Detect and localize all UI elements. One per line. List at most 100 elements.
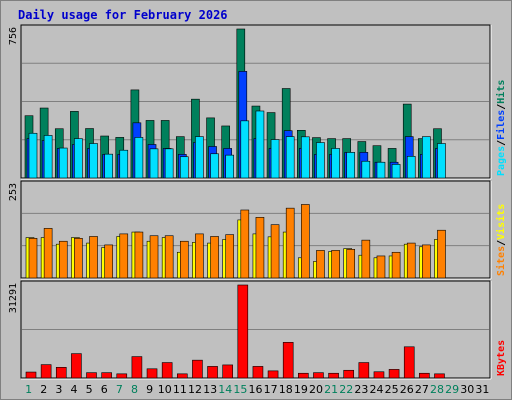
kbytes-bar-day-25 (388, 369, 400, 379)
legend-visits: Visits (495, 204, 507, 240)
x-tick-label-day-11: 11 (173, 383, 187, 396)
kbytes-bar-day-27 (419, 372, 430, 379)
sites-bar-day-22 (346, 249, 356, 279)
x-tick-label-day-5: 5 (86, 383, 93, 396)
x-tick-label-day-14: 14 (218, 383, 232, 396)
pages-bar-day-17 (270, 139, 280, 179)
kbytes-bar-day-1 (25, 371, 37, 379)
pages-bar-day-2 (43, 135, 53, 179)
pages-bar-day-3 (58, 147, 68, 179)
kbytes-bar-day-24 (373, 371, 385, 379)
pages-bar-day-8 (134, 137, 144, 179)
kbytes-bar-day-8 (131, 356, 143, 379)
sites-bar-day-20 (316, 250, 325, 279)
kbytes-bar-day-10 (161, 362, 173, 379)
legend-sites: Sites (495, 246, 507, 276)
pages-bar-day-15 (240, 120, 250, 179)
kbytes-bar-day-9 (146, 368, 158, 379)
sites-bar-day-23 (361, 239, 371, 279)
pages-bar-day-12 (195, 136, 204, 179)
kbytes-bar-day-5 (86, 372, 97, 379)
pages-bar-day-18 (285, 136, 295, 179)
y-max-label-visits: 253 (8, 183, 19, 201)
x-tick-label-day-24: 24 (370, 383, 384, 396)
pages-bar-day-10 (164, 148, 174, 179)
x-tick-label-day-6: 6 (101, 383, 108, 396)
x-tick-label-day-13: 13 (203, 383, 217, 396)
kbytes-bar-day-15 (237, 284, 249, 379)
kbytes-bar-day-23 (358, 362, 370, 379)
legend-sites-visits: Sites/Visits (495, 204, 507, 276)
sites-bar-day-1 (28, 238, 38, 279)
kbytes-bar-day-28 (434, 373, 445, 379)
pages-bar-day-6 (104, 153, 113, 179)
kbytes-bar-day-12 (192, 359, 203, 379)
x-tick-label-day-31: 31 (475, 383, 489, 396)
sites-bar-day-16 (255, 217, 265, 279)
x-tick-label-day-19: 19 (294, 383, 308, 396)
sites-bar-day-14 (225, 234, 234, 279)
pages-bar-day-26 (406, 156, 416, 179)
x-tick-label-day-28: 28 (430, 383, 444, 396)
sites-bar-day-13 (210, 236, 219, 279)
kbytes-bar-day-18 (282, 342, 294, 379)
pages-bar-day-9 (149, 148, 159, 179)
x-tick-label-day-7: 7 (116, 383, 123, 396)
legend-separator: / (496, 240, 507, 246)
kbytes-bar-day-19 (298, 372, 309, 379)
pages-bar-day-25 (391, 164, 401, 179)
sites-bar-day-9 (149, 235, 159, 279)
x-tick-label-day-18: 18 (279, 383, 293, 396)
x-tick-label-day-30: 30 (460, 383, 474, 396)
pages-bar-day-11 (179, 156, 189, 179)
x-tick-label-day-22: 22 (339, 383, 353, 396)
x-tick-label-day-10: 10 (158, 383, 172, 396)
legend-kbytes: KBytes (496, 340, 507, 376)
sites-bar-day-26 (406, 242, 416, 279)
sites-bar-day-11 (179, 240, 189, 279)
kbytes-bar-day-14 (222, 364, 233, 379)
legend-separator: / (496, 104, 507, 110)
x-tick-label-day-23: 23 (354, 383, 368, 396)
sites-bar-day-2 (43, 228, 53, 279)
pages-bar-day-19 (301, 136, 310, 179)
x-tick-label-day-16: 16 (249, 383, 263, 396)
x-tick-label-day-26: 26 (400, 383, 414, 396)
pages-bar-day-21 (331, 148, 340, 179)
pages-bar-day-13 (210, 153, 219, 179)
sites-bar-day-15 (240, 209, 250, 279)
pages-bar-day-16 (255, 110, 265, 179)
kbytes-bar-day-17 (267, 370, 279, 379)
y-max-label-hits: 756 (8, 27, 19, 45)
x-tick-label-day-4: 4 (70, 383, 77, 396)
x-tick-label-day-25: 25 (385, 383, 399, 396)
sites-bar-day-3 (58, 240, 68, 279)
x-tick-label-day-29: 29 (445, 383, 459, 396)
kbytes-bar-day-21 (328, 372, 339, 379)
x-tick-label-day-27: 27 (415, 383, 429, 396)
legend-hits-files-pages: Pages/Files/Hits (495, 80, 507, 176)
kbytes-bar-day-16 (252, 366, 264, 379)
legend-kbytes: KBytes (496, 340, 507, 376)
kbytes-bar-day-7 (116, 373, 128, 379)
sites-bar-day-24 (376, 255, 386, 279)
sites-bar-day-8 (134, 231, 144, 279)
sites-bar-day-4 (74, 238, 83, 279)
pages-bar-day-23 (361, 160, 371, 179)
pages-bar-day-14 (225, 154, 234, 179)
kbytes-bar-day-2 (40, 364, 52, 379)
sites-bar-day-25 (391, 251, 401, 279)
sites-bar-day-19 (301, 204, 310, 279)
kbytes-bar-day-20 (313, 372, 324, 379)
kbytes-bar-day-4 (71, 353, 82, 379)
x-tick-label-day-20: 20 (309, 383, 323, 396)
x-tick-label-day-17: 17 (264, 383, 278, 396)
x-tick-label-day-21: 21 (324, 383, 338, 396)
sites-bar-day-12 (195, 233, 204, 279)
pages-bar-day-4 (74, 138, 83, 179)
sites-bar-day-6 (104, 244, 113, 279)
pages-bar-day-27 (422, 136, 431, 179)
x-tick-label-day-15: 15 (233, 383, 247, 396)
pages-bar-day-7 (119, 149, 129, 179)
